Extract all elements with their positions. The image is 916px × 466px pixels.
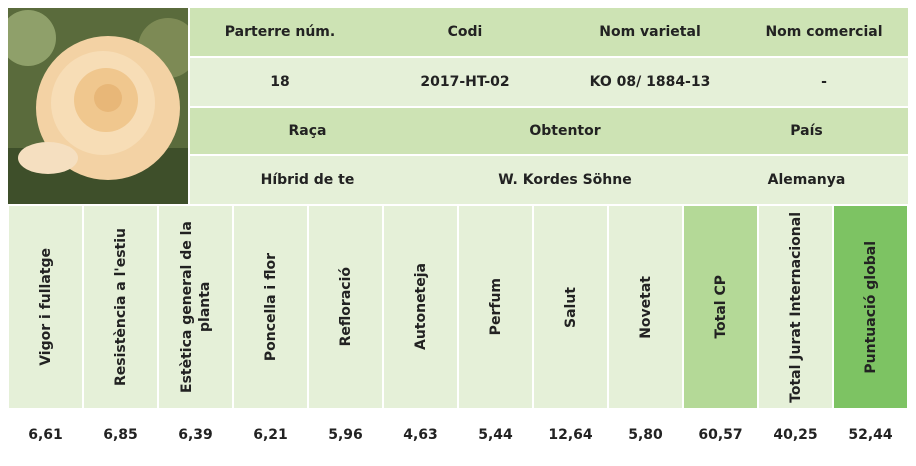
header-label-text: Parterre núm. [225,24,335,40]
header-label: Parterre núm. [190,8,370,56]
score-label-text: Vigor i fullatge [33,248,59,366]
score-label-text: Autoneteja [408,263,434,350]
score-label-text: Novetat [633,276,659,339]
origin-value-text: Alemanya [768,172,846,188]
header-label: Nom varietal [560,8,740,56]
score-label-text: Puntuació global [858,241,884,374]
score-value-text: 5,96 [328,427,363,443]
header-label: Nom comercial [740,8,908,56]
score-label: Resistència a l'estiu [84,206,157,408]
score-value: 6,39 [159,410,232,460]
origin-label-text: Raça [289,123,327,139]
header-label: Codi [370,8,560,56]
origin-value: Alemanya [705,156,908,204]
origin-label-text: País [790,123,822,139]
score-label: Salut [534,206,607,408]
score-label: Total CP [684,206,757,408]
score-value: 6,61 [9,410,82,460]
header-label-text: Nom comercial [765,24,882,40]
score-label: Puntuació global [834,206,907,408]
origin-value: Híbrid de te [190,156,425,204]
score-value-text: 12,64 [548,427,592,443]
score-label-text: Total Jurat Internacional [783,212,809,403]
score-label: Novetat [609,206,682,408]
score-value: 6,85 [84,410,157,460]
score-label: Refloració [309,206,382,408]
score-label: Total Jurat Internacional [759,206,832,408]
score-label: Estètica general de la planta [159,206,232,408]
score-value: 5,96 [309,410,382,460]
origin-label-text: Obtentor [529,123,600,139]
score-value-text: 5,44 [478,427,513,443]
header-value-text: 18 [270,74,289,90]
score-label-text: Estètica general de la planta [174,206,218,408]
score-value-text: 5,80 [628,427,663,443]
score-value: 12,64 [534,410,607,460]
header-label-text: Codi [448,24,483,40]
score-value-text: 4,63 [403,427,438,443]
score-label-text: Perfum [483,278,509,335]
page: Parterre núm. 18 Codi 2017-HT-02 Nom varieta… [0,0,916,466]
score-value: 6,21 [234,410,307,460]
origin-label: Raça [190,108,425,154]
score-value-text: 6,39 [178,427,213,443]
score-label: Poncella i flor [234,206,307,408]
score-label-text: Salut [558,287,584,328]
score-value-text: 6,61 [28,427,63,443]
score-value: 5,44 [459,410,532,460]
header-value: 18 [190,58,370,106]
header-value-text: 2017-HT-02 [420,74,509,90]
score-value-text: 6,85 [103,427,138,443]
origin-value: W. Kordes Söhne [425,156,705,204]
rose-photo [8,8,188,204]
score-label: Vigor i fullatge [9,206,82,408]
score-value: 52,44 [834,410,907,460]
score-label-text: Total CP [708,275,734,339]
header-value-text: - [821,74,827,90]
score-value: 5,80 [609,410,682,460]
score-value: 4,63 [384,410,457,460]
score-label-text: Refloració [333,267,359,346]
score-value: 40,25 [759,410,832,460]
score-value-text: 52,44 [848,427,892,443]
score-value-text: 60,57 [698,427,742,443]
origin-label: Obtentor [425,108,705,154]
score-value-text: 40,25 [773,427,817,443]
origin-value-text: Híbrid de te [261,172,355,188]
origin-value-text: W. Kordes Söhne [498,172,631,188]
score-label-text: Resistència a l'estiu [108,228,134,386]
score-label: Perfum [459,206,532,408]
score-value: 60,57 [684,410,757,460]
origin-label: País [705,108,908,154]
header-value: KO 08/ 1884-13 [560,58,740,106]
header-label-text: Nom varietal [599,24,701,40]
score-value-text: 6,21 [253,427,288,443]
header-value-text: KO 08/ 1884-13 [590,74,711,90]
header-value: 2017-HT-02 [370,58,560,106]
header-value: - [740,58,908,106]
score-label: Autoneteja [384,206,457,408]
score-label-text: Poncella i flor [258,253,284,361]
